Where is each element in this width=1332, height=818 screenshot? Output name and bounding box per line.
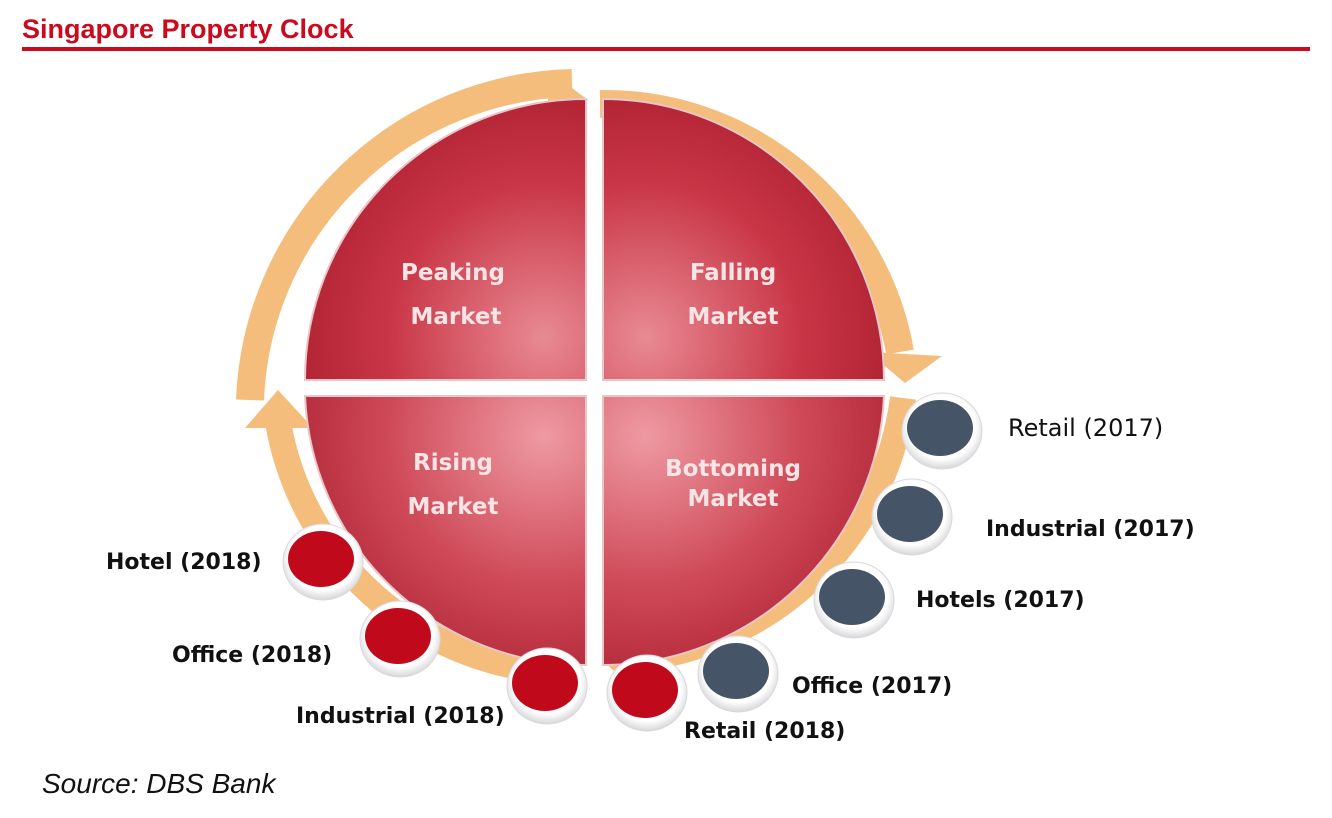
bottoming-label-line2: Market xyxy=(687,486,778,512)
marker-label-hotels-2017: Hotels (2017) xyxy=(916,588,1085,613)
marker-dot xyxy=(288,531,354,587)
bottoming-label-line1: Bottoming xyxy=(665,456,801,482)
marker-hotels-2017 xyxy=(813,561,895,639)
page-title: Singapore Property Clock xyxy=(22,14,354,44)
arrow-top-left xyxy=(236,69,573,401)
marker-industrial-2017 xyxy=(871,478,953,556)
marker-label-hotel-2018: Hotel (2018) xyxy=(106,550,262,575)
marker-label-retail-2017: Retail (2017) xyxy=(1008,414,1164,442)
marker-label-retail-2018: Retail (2018) xyxy=(684,719,846,744)
marker-office-2017 xyxy=(697,635,779,713)
marker-label-industrial-2018: Industrial (2018) xyxy=(296,704,505,729)
marker-office-2018 xyxy=(359,600,441,678)
marker-dot xyxy=(907,400,973,456)
marker-hotel-2018 xyxy=(282,523,364,601)
marker-dot xyxy=(512,655,578,711)
marker-dot xyxy=(365,608,431,664)
marker-dot xyxy=(612,662,678,718)
marker-dot xyxy=(819,569,885,625)
rising-label-line2: Market xyxy=(407,494,498,520)
title-underline xyxy=(22,47,1310,51)
falling-label-line2: Market xyxy=(687,304,778,330)
quadrant-falling xyxy=(602,97,886,381)
quadrant-peaking xyxy=(303,97,587,381)
marker-label-industrial-2017: Industrial (2017) xyxy=(986,517,1195,542)
rising-label-line1: Rising xyxy=(413,450,493,476)
arrowhead-right xyxy=(868,352,942,383)
marker-label-office-2018: Office (2018) xyxy=(172,643,333,668)
marker-industrial-2018 xyxy=(506,647,588,725)
arrowhead-left xyxy=(245,390,313,428)
peaking-label-line2: Market xyxy=(410,304,501,330)
marker-retail-2018 xyxy=(606,654,688,732)
sector-markers xyxy=(282,392,983,732)
quadrant-rising xyxy=(303,395,587,667)
falling-label-line1: Falling xyxy=(690,260,776,286)
peaking-label-line1: Peaking xyxy=(401,260,505,286)
marker-dot xyxy=(877,486,943,542)
source-note: Source: DBS Bank xyxy=(42,768,276,799)
marker-retail-2017 xyxy=(901,392,983,470)
marker-dot xyxy=(703,643,769,699)
marker-label-office-2017: Office (2017) xyxy=(792,674,953,699)
